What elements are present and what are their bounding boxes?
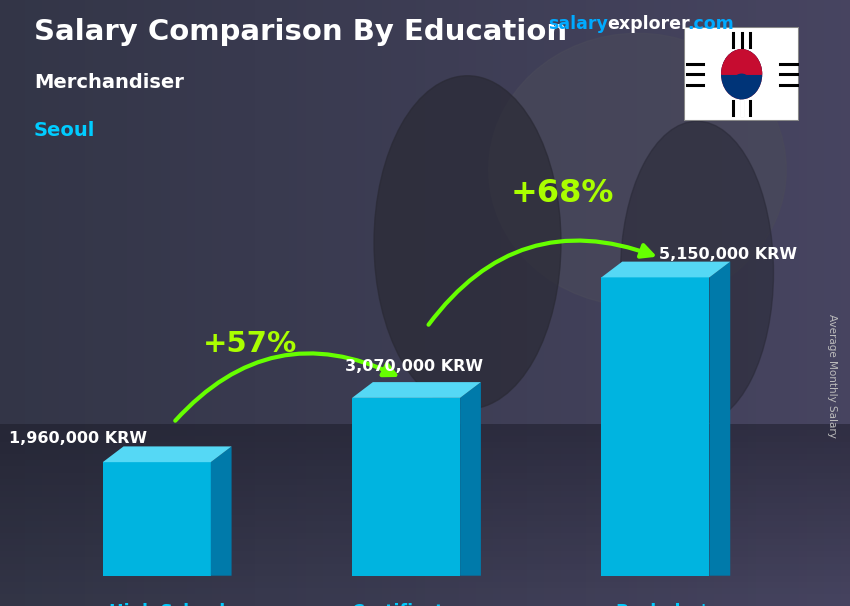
Circle shape: [732, 74, 751, 99]
FancyArrowPatch shape: [175, 353, 395, 421]
Text: salary: salary: [548, 15, 608, 33]
Text: 5,150,000 KRW: 5,150,000 KRW: [659, 247, 797, 262]
Polygon shape: [352, 382, 481, 398]
Polygon shape: [602, 262, 730, 278]
Polygon shape: [103, 462, 211, 576]
Ellipse shape: [374, 76, 561, 409]
Text: 3,070,000 KRW: 3,070,000 KRW: [345, 359, 484, 375]
Text: explorer: explorer: [608, 15, 690, 33]
Text: High School: High School: [109, 604, 225, 606]
FancyArrowPatch shape: [428, 241, 653, 325]
Text: .com: .com: [687, 15, 734, 33]
Text: Bachelor's
Degree: Bachelor's Degree: [615, 604, 717, 606]
FancyBboxPatch shape: [684, 27, 799, 121]
Ellipse shape: [620, 121, 774, 424]
Text: +68%: +68%: [510, 178, 614, 208]
Polygon shape: [602, 278, 710, 576]
Ellipse shape: [489, 33, 786, 306]
Text: Certificate or
Diploma: Certificate or Diploma: [352, 604, 481, 606]
Polygon shape: [352, 398, 460, 576]
Text: Merchandiser: Merchandiser: [34, 73, 184, 92]
Text: +57%: +57%: [203, 330, 298, 358]
Text: Salary Comparison By Education: Salary Comparison By Education: [34, 18, 567, 46]
Wedge shape: [722, 50, 762, 75]
Polygon shape: [710, 262, 730, 576]
Text: Seoul: Seoul: [34, 121, 95, 140]
Polygon shape: [103, 447, 231, 462]
Polygon shape: [211, 447, 231, 576]
Text: Average Monthly Salary: Average Monthly Salary: [827, 314, 837, 438]
Circle shape: [732, 50, 751, 75]
Polygon shape: [460, 382, 481, 576]
Circle shape: [722, 50, 762, 99]
Circle shape: [722, 50, 762, 99]
Text: 1,960,000 KRW: 1,960,000 KRW: [8, 431, 147, 447]
